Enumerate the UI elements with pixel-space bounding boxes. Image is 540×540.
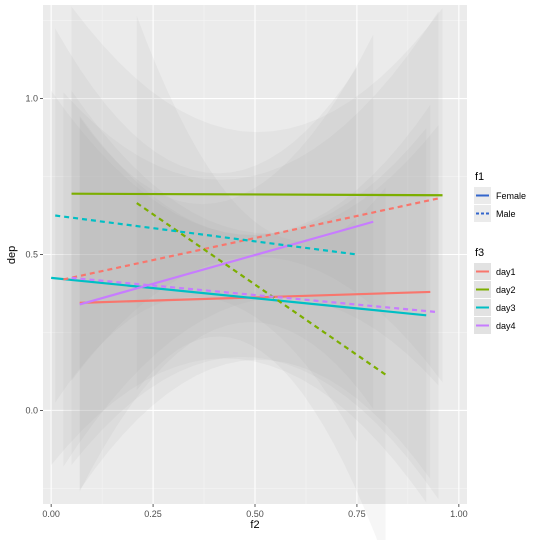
y-tick-label: 0.5 (25, 250, 38, 260)
series-line-female-day3 (51, 276, 427, 317)
x-tick-label: 0.00 (42, 509, 60, 519)
legend-label-male: Male (496, 209, 516, 219)
legend-f3-title: f3 (475, 247, 484, 259)
series-line-male-day4 (71, 276, 439, 314)
series-line-female-day2 (71, 192, 443, 197)
legend-label-day2: day2 (496, 285, 516, 295)
legend-label-female: Female (496, 191, 526, 201)
series-line-male-day3 (55, 214, 358, 256)
x-tick-label: 0.50 (246, 509, 264, 519)
legend-f3: f3 day1 day2 day3 day4 (474, 247, 516, 334)
series-line-male-day1 (63, 197, 439, 281)
x-tick-label: 1.00 (450, 509, 468, 519)
y-tick-label: 1.0 (25, 94, 38, 104)
legend-f1-title: f1 (475, 171, 484, 183)
y-axis-title: dep (6, 246, 18, 264)
legend-label-day1: day1 (496, 267, 516, 277)
legend-label-day4: day4 (496, 321, 516, 331)
x-axis-title: f2 (250, 519, 259, 531)
legend-f1: f1 Female Male (474, 171, 526, 222)
axis-ticks: 0.00 0.25 0.50 0.75 1.00 0.0 0.5 1.0 (25, 94, 467, 519)
confidence-band-male-day2 (136, 15, 386, 540)
series-lines (51, 192, 443, 376)
legend-label-day3: day3 (496, 303, 516, 313)
x-tick-label: 0.25 (144, 509, 162, 519)
y-tick-label: 0.0 (25, 405, 38, 415)
x-tick-label: 0.75 (348, 509, 366, 519)
confidence-band-male-day3 (55, 28, 357, 442)
series-line-female-day4 (79, 220, 374, 306)
